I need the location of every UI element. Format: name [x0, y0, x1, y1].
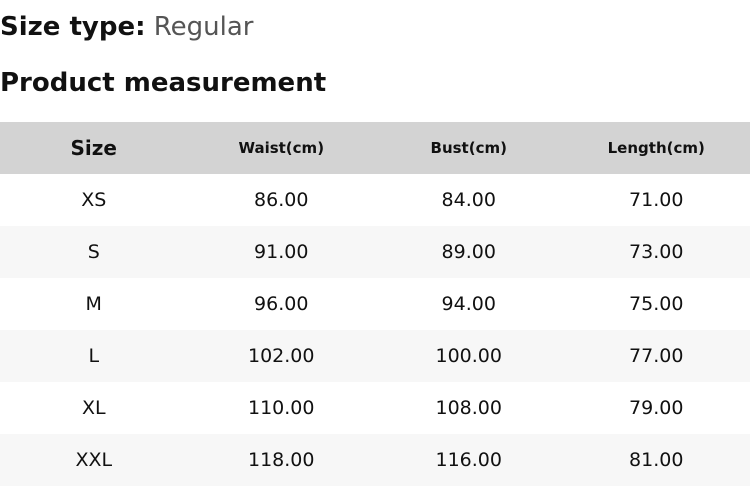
table-cell: 100.00	[375, 330, 563, 382]
table-cell: 71.00	[629, 189, 684, 211]
table-row: S 91.00 89.00 73.00	[0, 226, 750, 278]
table-row: XXL 118.00 116.00 81.00	[0, 434, 750, 486]
table-cell: XL	[81, 397, 106, 419]
table-cell: 96.00	[254, 293, 309, 315]
column-header: Bust(cm)	[375, 122, 563, 174]
table-cell: 77.00	[562, 330, 750, 382]
table-cell: XS	[81, 189, 107, 211]
table-cell: L	[0, 330, 188, 382]
size-type-value: Regular	[153, 12, 254, 42]
table-cell: 102.00	[187, 330, 375, 382]
column-header: Length(cm)	[562, 122, 750, 174]
table-cell: S	[0, 226, 188, 278]
table-row: XS 86.00 84.00 71.00	[0, 174, 750, 226]
section-title: Product measurement	[0, 68, 327, 98]
table-cell: XXL	[0, 434, 188, 486]
table-cell: M	[85, 293, 102, 315]
table-row: XL 110.00 108.00 79.00	[0, 382, 750, 434]
table-cell: 89.00	[375, 226, 563, 278]
table-cell: 81.00	[562, 434, 750, 486]
table-cell: 75.00	[629, 293, 684, 315]
table-cell: 118.00	[187, 434, 375, 486]
table-cell: 73.00	[562, 226, 750, 278]
table-cell: 110.00	[248, 397, 315, 419]
table-header-row: Size Waist(cm) Bust(cm) Length(cm)	[0, 122, 750, 174]
table-row: M 96.00 94.00 75.00	[0, 278, 750, 330]
table-cell: 94.00	[441, 293, 496, 315]
column-header: Waist(cm)	[187, 122, 375, 174]
table-cell: 79.00	[629, 397, 684, 419]
measurement-table: Size Waist(cm) Bust(cm) Length(cm) XS 86.00 8…	[0, 122, 750, 486]
table-cell: 116.00	[375, 434, 563, 486]
table-cell: 84.00	[441, 189, 496, 211]
table-cell: 91.00	[187, 226, 375, 278]
size-type: Size type: Regular	[0, 10, 253, 44]
size-type-label: Size type:	[0, 12, 146, 42]
column-header: Size	[0, 122, 188, 174]
table-cell: 108.00	[435, 397, 502, 419]
table-cell: 86.00	[254, 189, 309, 211]
table-row: L 102.00 100.00 77.00	[0, 330, 750, 382]
